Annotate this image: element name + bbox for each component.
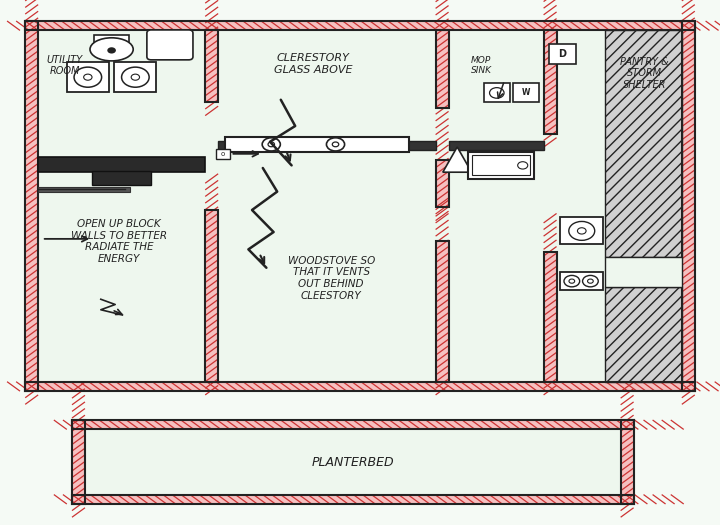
Bar: [92, 171, 151, 185]
Bar: [605, 257, 682, 287]
Bar: [484, 83, 510, 102]
Bar: [67, 62, 109, 92]
Bar: [205, 30, 218, 102]
Bar: [468, 152, 534, 179]
Bar: [544, 30, 557, 134]
Bar: [621, 420, 634, 504]
Text: WOODSTOVE SO
THAT IT VENTS
OUT BEHIND
CLEESTORY: WOODSTOVE SO THAT IT VENTS OUT BEHIND CL…: [287, 256, 375, 301]
Bar: [72, 420, 634, 429]
Bar: [205, 210, 218, 382]
Bar: [436, 30, 449, 108]
Bar: [605, 30, 682, 257]
Bar: [205, 210, 218, 382]
Bar: [225, 136, 409, 152]
Text: CLERESTORY
GLASS ABOVE: CLERESTORY GLASS ABOVE: [274, 53, 353, 75]
Text: UTILITY
ROOM: UTILITY ROOM: [47, 55, 83, 77]
Bar: [38, 187, 130, 192]
Bar: [560, 272, 603, 290]
Bar: [436, 30, 449, 108]
Bar: [560, 217, 603, 244]
Bar: [25, 382, 695, 391]
Bar: [549, 44, 576, 64]
Bar: [72, 420, 634, 429]
Bar: [216, 149, 230, 159]
Bar: [25, 21, 695, 30]
Text: PANTRY &
STORM
SHELTER: PANTRY & STORM SHELTER: [620, 57, 669, 90]
Bar: [682, 21, 695, 391]
Text: o: o: [221, 151, 225, 157]
Circle shape: [107, 47, 116, 54]
Bar: [544, 252, 557, 382]
Bar: [205, 30, 218, 102]
Ellipse shape: [90, 38, 133, 61]
Bar: [605, 287, 682, 382]
Bar: [72, 495, 634, 504]
Text: W: W: [521, 88, 530, 98]
FancyBboxPatch shape: [147, 30, 193, 60]
Bar: [25, 21, 695, 30]
Bar: [436, 242, 449, 382]
Bar: [544, 252, 557, 382]
Bar: [682, 21, 695, 391]
Bar: [544, 30, 557, 134]
Bar: [25, 21, 38, 391]
Polygon shape: [443, 147, 472, 172]
Text: PLANTERBED: PLANTERBED: [312, 456, 394, 468]
Bar: [72, 420, 85, 504]
Bar: [472, 155, 530, 175]
Bar: [38, 158, 205, 172]
Bar: [449, 141, 544, 150]
Text: MOP
SINK: MOP SINK: [470, 56, 492, 75]
Bar: [72, 420, 85, 504]
Bar: [218, 141, 436, 150]
Bar: [72, 420, 634, 504]
Bar: [25, 21, 695, 391]
Bar: [436, 160, 449, 207]
Bar: [25, 382, 695, 391]
Bar: [513, 83, 539, 102]
Bar: [94, 35, 129, 46]
Bar: [72, 495, 634, 504]
Text: D: D: [558, 49, 567, 59]
Bar: [114, 62, 156, 92]
Bar: [621, 420, 634, 504]
Bar: [436, 160, 449, 207]
Text: OPEN UP BLOCK
WALLS TO BETTER
RADIATE THE
ENERGY: OPEN UP BLOCK WALLS TO BETTER RADIATE TH…: [71, 219, 167, 264]
Bar: [25, 21, 38, 391]
Bar: [436, 242, 449, 382]
